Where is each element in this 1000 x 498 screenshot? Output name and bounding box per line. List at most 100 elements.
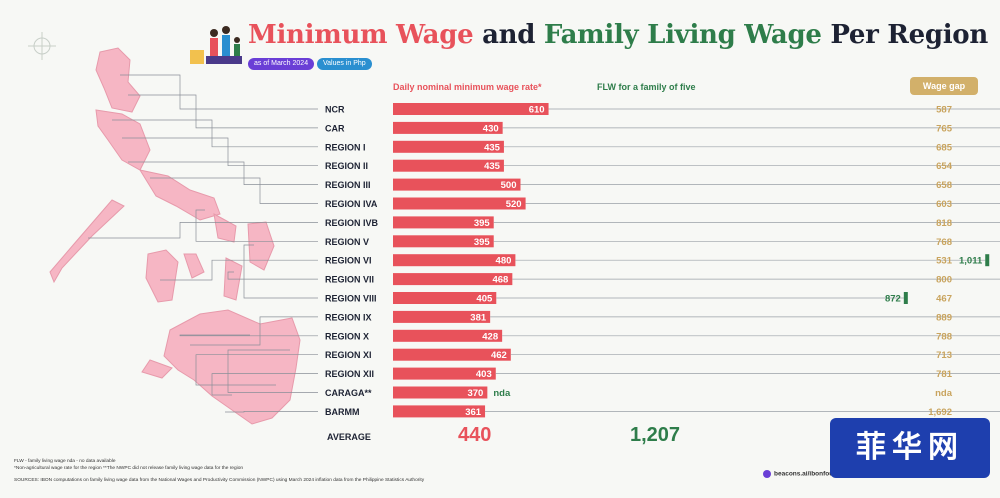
region-row: BARMM3612,0531,692 — [325, 405, 1000, 418]
region-row: REGION III5001,158658 — [325, 178, 1000, 191]
flw-value: 872 — [885, 294, 901, 305]
region-label: CAR — [325, 123, 345, 133]
connector-line — [227, 271, 318, 280]
min-wage-value: 468 — [492, 275, 508, 286]
region-label: REGION VI — [325, 256, 372, 266]
connector-line — [88, 222, 318, 239]
region-row: REGION X4281,216788 — [325, 329, 1000, 342]
connector-line — [227, 349, 318, 393]
currency-badge: Values in Php — [317, 58, 372, 70]
min-wage-value: 381 — [470, 312, 487, 323]
chart-title: Minimum Wage and Family Living Wage Per … — [248, 20, 988, 50]
min-wage-value: 430 — [483, 123, 499, 134]
min-wage-bar — [393, 348, 511, 361]
region-row: REGION VII4681,268800 — [325, 273, 1000, 286]
region-label: CARAGA** — [325, 388, 372, 398]
region-row: REGION VIII 405 872 467 — [325, 292, 952, 305]
region-label: BARMM — [325, 407, 360, 417]
region-label: REGION XII — [325, 369, 374, 379]
region-label: REGION I — [325, 142, 366, 152]
connector-line — [211, 373, 318, 396]
min-wage-bar — [393, 140, 504, 153]
min-wage-value: 520 — [506, 199, 522, 210]
wage-gap-value: 818 — [936, 218, 952, 229]
min-wage-value: 462 — [491, 350, 507, 361]
min-wage-value: 435 — [484, 161, 501, 172]
min-wage-value: 480 — [496, 256, 512, 267]
family-illustration — [190, 26, 242, 64]
wage-gap-value: 1,692 — [928, 407, 952, 418]
min-wage-header: Daily nominal minimum wage rate* — [393, 82, 542, 92]
wage-gap-value: 713 — [936, 350, 952, 361]
connector-line — [150, 177, 318, 204]
flw-nda-value: nda — [493, 388, 511, 399]
sources-note: SOURCES: IBON computations on family liv… — [14, 478, 425, 483]
wage-gap-value: 765 — [936, 123, 953, 134]
region-row: NCR6101,197587 — [325, 103, 1000, 116]
region-row: REGION I4351,120685 — [325, 140, 1000, 153]
region-row: REGION V3951,163768 — [325, 235, 1000, 248]
wage-gap-value: 587 — [936, 105, 952, 116]
legend-line-1: FLW - family living wage nda - no data a… — [14, 459, 116, 464]
connector-line — [128, 161, 318, 185]
min-wage-value: 395 — [474, 218, 491, 229]
legend-notes: FLW - family living wage nda - no data a… — [14, 459, 243, 472]
min-wage-bar — [393, 197, 526, 210]
average-label: AVERAGE — [327, 432, 371, 442]
region-row: REGION XI4621,175713 — [325, 348, 1000, 361]
min-wage-bar — [393, 310, 491, 323]
min-wage-bar — [393, 254, 516, 267]
wage-gap-value: 467 — [936, 294, 952, 305]
connector-line — [195, 209, 318, 242]
region-row: REGION XII4031,184781 — [325, 367, 1000, 380]
min-wage-bar — [393, 292, 497, 304]
flw-marker — [985, 254, 990, 267]
flw-value: 1,011 — [959, 256, 983, 267]
brand-link[interactable]: beacons.ai/ibonfoundation — [763, 470, 857, 478]
date-badge: as of March 2024 — [248, 58, 315, 70]
wage-gap-value: 800 — [936, 275, 952, 286]
connector-line — [195, 354, 318, 386]
min-wage-bar — [393, 159, 504, 172]
wage-gap-header: Wage gap — [910, 77, 978, 95]
region-row: REGION IX3811,270889 — [325, 310, 1000, 323]
region-row: REGION VI 480 1,011 531 — [325, 254, 990, 267]
average-min-wage: 440 — [458, 424, 492, 446]
flw-marker — [903, 292, 908, 304]
min-wage-bar — [393, 405, 486, 418]
connector-line — [190, 316, 318, 346]
connector-line — [120, 74, 318, 110]
beacons-icon — [763, 470, 771, 478]
min-wage-bar — [393, 216, 494, 229]
wage-gap-value: 658 — [936, 180, 952, 191]
min-wage-value: 428 — [482, 331, 498, 342]
wage-gap-value: 603 — [936, 199, 952, 210]
min-wage-value: 500 — [501, 180, 517, 191]
region-label: REGION XI — [325, 350, 372, 360]
region-label: REGION IVB — [325, 218, 379, 228]
region-row: CARAGA** 370 nda nda — [325, 386, 953, 399]
region-label: REGION X — [325, 331, 369, 341]
brand-text: beacons.ai/ibonfoundation — [774, 470, 857, 478]
min-wage-value: 395 — [474, 237, 491, 248]
region-label: REGION III — [325, 180, 371, 190]
connector-line — [160, 259, 318, 281]
wage-gap-value: 531 — [936, 256, 953, 267]
region-connectors — [88, 74, 318, 413]
watermark-logo: 菲华网 — [830, 418, 990, 478]
wage-gap-value: 788 — [936, 331, 952, 342]
wage-gap-value: 889 — [936, 312, 952, 323]
min-wage-bar — [393, 367, 496, 380]
connector-line — [112, 119, 318, 148]
min-wage-value: 370 — [467, 388, 483, 399]
wage-gap-value: 685 — [936, 142, 953, 153]
region-row: REGION IVB3951,213818 — [325, 216, 1000, 229]
region-label: REGION V — [325, 237, 369, 247]
region-label: REGION VII — [325, 275, 374, 285]
region-row: REGION II4351,089654 — [325, 159, 1000, 172]
min-wage-bar — [393, 103, 549, 115]
min-wage-value: 405 — [476, 294, 493, 305]
min-wage-bar — [393, 273, 513, 286]
region-row: CAR4301,195765 — [325, 121, 1000, 134]
